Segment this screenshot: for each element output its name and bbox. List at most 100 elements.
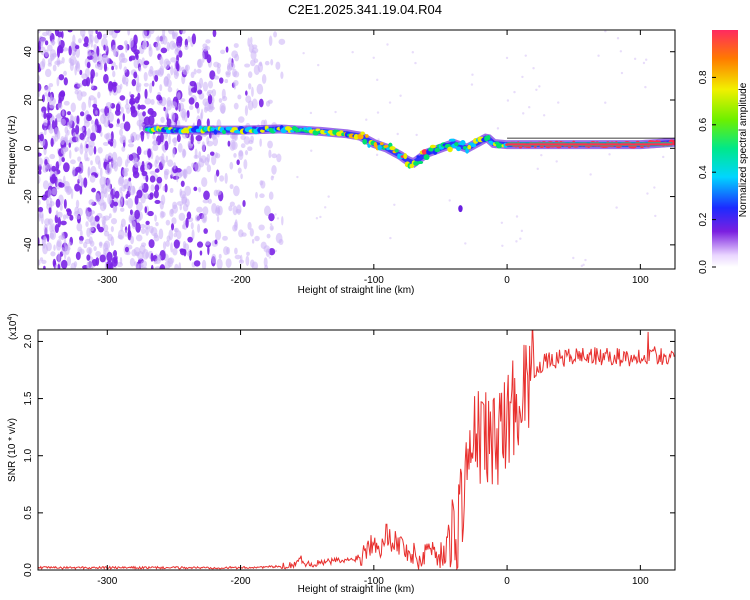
y-tick-label: -20: [23, 189, 34, 204]
noise-blob: [233, 185, 240, 197]
noise-blob: [136, 146, 142, 156]
noise-blob: [112, 70, 116, 78]
noise-blob: [93, 44, 97, 49]
noise-blob: [85, 143, 89, 149]
noise-blob: [188, 87, 192, 96]
noise-blob: [79, 239, 83, 245]
noise-blob: [183, 243, 190, 251]
noise-speck: [414, 61, 417, 65]
noise-blob: [44, 68, 52, 78]
noise-blob: [106, 112, 110, 119]
noise-blob: [130, 95, 134, 107]
ridge-blob: [465, 148, 469, 154]
noise-blob: [154, 184, 160, 192]
snr-x-label: Height of straight line (km): [298, 584, 415, 595]
noise-speck: [662, 155, 665, 159]
noise-blob: [144, 98, 152, 105]
noise-speck: [542, 114, 546, 117]
noise-blob: [127, 30, 131, 36]
noise-blob: [140, 223, 146, 229]
noise-blob: [108, 196, 112, 205]
ridge-blob: [672, 141, 675, 146]
noise-blob: [102, 242, 109, 253]
noise-blob: [110, 131, 114, 142]
noise-blob: [144, 206, 148, 214]
noise-speck: [515, 215, 519, 218]
noise-blob: [112, 138, 117, 149]
noise-blob: [245, 90, 248, 96]
noise-blob: [162, 30, 166, 38]
noise-blob: [53, 244, 56, 251]
noise-blob: [108, 213, 112, 219]
noise-blob: [143, 60, 150, 66]
noise-blob: [50, 53, 55, 62]
noise-blob: [93, 146, 97, 155]
noise-blob: [251, 47, 259, 54]
noise-blob: [74, 44, 80, 50]
noise-blob: [107, 152, 113, 160]
noise-blob: [135, 234, 143, 242]
noise-blob: [61, 31, 64, 39]
noise-speck: [274, 249, 278, 253]
noise-blob: [123, 66, 128, 73]
noise-blob: [259, 180, 264, 186]
noise-blob: [95, 30, 98, 35]
noise-blob: [102, 141, 109, 146]
snr-multiplier-exp: 4: [7, 317, 14, 321]
noise-speck: [327, 195, 330, 198]
noise-blob: [241, 232, 247, 237]
noise-blob: [149, 192, 154, 198]
noise-blob: [94, 215, 100, 222]
noise-blob: [275, 232, 283, 244]
spectrogram-frame-bg: [38, 30, 675, 269]
noise-blob: [275, 61, 281, 70]
noise-blob: [43, 223, 49, 235]
noise-blob: [87, 211, 94, 223]
noise-blob: [220, 105, 226, 115]
noise-blob: [175, 71, 179, 77]
ridge-blob: [222, 129, 227, 135]
noise-blob: [187, 236, 193, 243]
noise-blob: [70, 159, 76, 165]
colorbar-tick-label: 0.8: [698, 70, 709, 84]
ridge-blob: [260, 129, 265, 133]
noise-blob: [167, 86, 173, 93]
noise-blob: [38, 152, 42, 157]
noise-blob: [59, 46, 64, 54]
noise-speck: [396, 132, 399, 136]
noise-blob: [42, 243, 48, 255]
noise-blob: [207, 93, 213, 105]
noise-blob: [77, 83, 83, 88]
noise-speck: [653, 186, 656, 189]
noise-blob: [60, 92, 66, 98]
noise-blob: [64, 246, 71, 251]
noise-blob: [41, 94, 45, 103]
noise-blob: [153, 234, 160, 242]
noise-blob: [154, 168, 160, 173]
noise-blob: [143, 164, 150, 171]
noise-blob: [139, 104, 146, 110]
noise-blob: [179, 188, 183, 196]
noise-blob: [128, 154, 134, 161]
noise-blob: [231, 141, 238, 150]
noise-blob: [60, 147, 67, 155]
noise-blob: [244, 63, 251, 68]
noise-blob: [201, 141, 206, 153]
noise-blob: [43, 236, 47, 243]
noise-blob: [164, 140, 169, 151]
noise-blob: [201, 177, 208, 188]
noise-blob: [170, 65, 174, 76]
noise-blob: [265, 248, 271, 258]
noise-blob: [79, 30, 86, 37]
noise-blob: [120, 52, 125, 58]
noise-blob: [97, 146, 103, 154]
noise-blob: [121, 184, 127, 192]
noise-blob: [81, 101, 87, 112]
noise-blob: [55, 161, 60, 171]
noise-speck: [448, 199, 451, 202]
noise-blob: [140, 182, 145, 190]
spectrogram-x-ticks: -300 -200 -100 0 100: [97, 30, 649, 286]
noise-speck: [393, 203, 396, 207]
noise-speck: [372, 56, 375, 60]
noise-blob: [80, 181, 84, 186]
